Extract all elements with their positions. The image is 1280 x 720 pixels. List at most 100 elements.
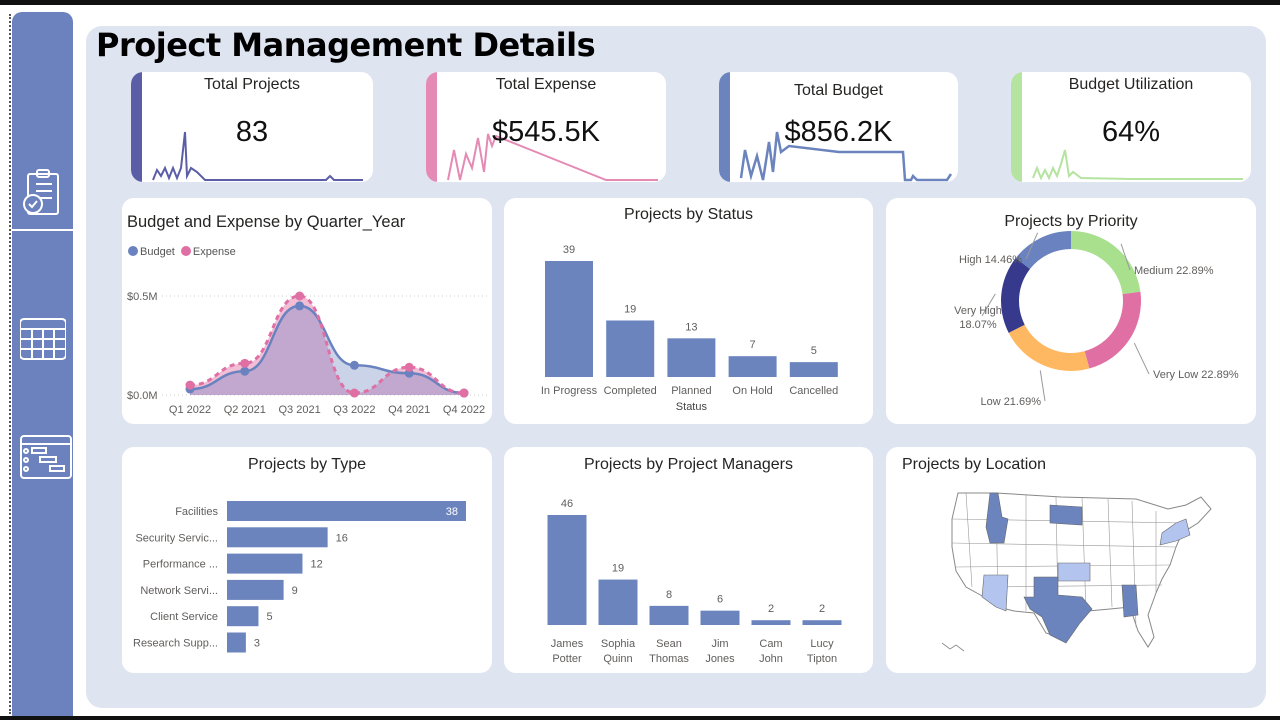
- leader-line[interactable]: [1133, 342, 1150, 375]
- data-label: 12: [310, 559, 322, 571]
- data-label: 16: [336, 532, 348, 544]
- kpi-accent: [131, 72, 142, 182]
- bar[interactable]: [728, 356, 777, 377]
- point-expense[interactable]: [295, 291, 305, 301]
- kpi-card-budget-utilization[interactable]: Budget Utilization 64%: [1011, 72, 1251, 182]
- point-expense[interactable]: [459, 388, 469, 398]
- bar[interactable]: [606, 320, 655, 377]
- state-north-dakota[interactable]: [1049, 504, 1083, 526]
- state-arizona[interactable]: [981, 574, 1009, 612]
- x-tick-label: Q3 2021: [278, 404, 320, 416]
- point-budget[interactable]: [240, 366, 250, 376]
- data-label: 19: [612, 563, 624, 575]
- kpi-accent: [719, 72, 730, 182]
- bar[interactable]: [227, 606, 259, 627]
- data-label: 2: [768, 603, 774, 615]
- bar[interactable]: [802, 620, 842, 625]
- x-tick-label: Lucy: [810, 638, 834, 650]
- state-kansas[interactable]: [1057, 562, 1091, 582]
- data-label: 5: [811, 345, 817, 357]
- slice-medium[interactable]: [1071, 231, 1141, 295]
- priority-chart[interactable]: Medium 22.89% Very Low 22.89% Low 21.69% Ve…: [886, 198, 1256, 424]
- bar[interactable]: [227, 553, 303, 574]
- bar[interactable]: [227, 501, 466, 521]
- line-expense[interactable]: [189, 294, 465, 395]
- kpi-label: Total Expense: [495, 76, 597, 93]
- data-label: 2: [819, 603, 825, 615]
- clipboard-check-icon[interactable]: [20, 168, 66, 215]
- bar[interactable]: [751, 620, 791, 625]
- slice-very-low[interactable]: [1084, 291, 1141, 369]
- leader-line[interactable]: [1025, 232, 1039, 260]
- legend-item-expense[interactable]: Expense: [180, 246, 236, 258]
- x-tick-label: Cancelled: [789, 385, 838, 397]
- y-tick-label: Client Service: [150, 611, 218, 623]
- x-tick-label: James: [551, 638, 584, 650]
- x-tick-label: Thomas: [649, 653, 689, 665]
- data-label: 3: [254, 638, 260, 650]
- chart-title: Projects by Project Managers: [584, 456, 793, 473]
- point-expense[interactable]: [349, 388, 359, 398]
- y-tick-label: Facilities: [175, 506, 218, 518]
- kpi-accent: [1011, 72, 1022, 182]
- leader-line[interactable]: [1039, 370, 1046, 402]
- calendar-table-icon[interactable]: [19, 317, 67, 363]
- legend-item-budget[interactable]: Budget: [128, 246, 175, 258]
- point-expense[interactable]: [404, 362, 414, 372]
- bar[interactable]: [227, 632, 246, 653]
- us-map[interactable]: [886, 447, 1256, 673]
- x-tick-label: On Hold: [732, 385, 772, 397]
- bar[interactable]: [227, 527, 328, 548]
- x-tick-label: Q1 2022: [169, 404, 211, 416]
- slice-very-high[interactable]: [1001, 257, 1030, 333]
- chart-title: Projects by Type: [248, 456, 366, 473]
- bar[interactable]: [227, 579, 284, 600]
- kpi-value: 64%: [1101, 116, 1161, 148]
- slice-high[interactable]: [1015, 231, 1071, 270]
- slice-label: Low 21.69%: [980, 396, 1041, 408]
- slice-label: Very High: [954, 305, 1002, 317]
- bar[interactable]: [547, 515, 587, 625]
- state-alabama[interactable]: [1121, 584, 1139, 618]
- data-label: 46: [561, 498, 573, 510]
- status-chart[interactable]: 39 In Progress 19 Completed 13 Planned 7 On Hol…: [504, 198, 873, 424]
- point-budget[interactable]: [349, 360, 359, 370]
- x-tick-label: Planned: [671, 385, 711, 397]
- kpi-label: Budget Utilization: [1068, 76, 1194, 93]
- bar[interactable]: [545, 261, 593, 377]
- x-tick-label: John: [759, 653, 783, 665]
- type-chart[interactable]: Facilities 38 Security Servic... 16 Performa…: [122, 447, 492, 673]
- edge-divider: [9, 14, 11, 714]
- bar[interactable]: [700, 610, 740, 625]
- x-tick-label: Sean: [656, 638, 682, 650]
- area-budget[interactable]: [190, 305, 464, 395]
- point-budget[interactable]: [295, 301, 305, 311]
- kpi-card-total-expense[interactable]: Total Expense $545.5K: [426, 72, 666, 182]
- location-map[interactable]: Projects by Location: [886, 447, 1256, 673]
- y-tick-label: Network Servi...: [140, 585, 218, 597]
- y-tick-label: Security Servic...: [135, 532, 218, 544]
- bar[interactable]: [667, 338, 716, 377]
- leader-line[interactable]: [981, 293, 996, 317]
- x-tick-label: Q4 2022: [443, 404, 485, 416]
- kpi-card-total-budget[interactable]: Total Budget $856.2K: [719, 72, 958, 182]
- bar[interactable]: [598, 579, 638, 625]
- managers-chart[interactable]: 46 James Potter 19 Sophia Quinn 8 Sean Thomas 6 Ji…: [504, 447, 873, 673]
- state-texas[interactable]: [1023, 576, 1093, 644]
- bar[interactable]: [649, 605, 689, 625]
- x-tick-label: Jim: [711, 638, 728, 650]
- chart-title: Budget and Expense by Quarter_Year: [127, 213, 406, 231]
- slice-low[interactable]: [1008, 324, 1090, 371]
- point-expense[interactable]: [185, 380, 195, 390]
- bar[interactable]: [789, 362, 838, 377]
- state-idaho[interactable]: [985, 492, 1009, 544]
- chart-legend: Budget Expense: [128, 246, 236, 258]
- leader-line[interactable]: [1120, 243, 1131, 271]
- data-label: 13: [685, 321, 697, 333]
- kpi-card-total-projects[interactable]: Total Projects 83: [131, 72, 373, 182]
- state-new-york[interactable]: [1159, 518, 1191, 546]
- x-tick-label: Quinn: [603, 653, 632, 665]
- point-expense[interactable]: [240, 358, 250, 368]
- budget-expense-chart[interactable]: $0.0M $0.5M Q1 2022 Q2 2021 Q3 2021 Q3 2022 Q4…: [122, 198, 492, 424]
- gantt-chart-icon[interactable]: [20, 434, 72, 480]
